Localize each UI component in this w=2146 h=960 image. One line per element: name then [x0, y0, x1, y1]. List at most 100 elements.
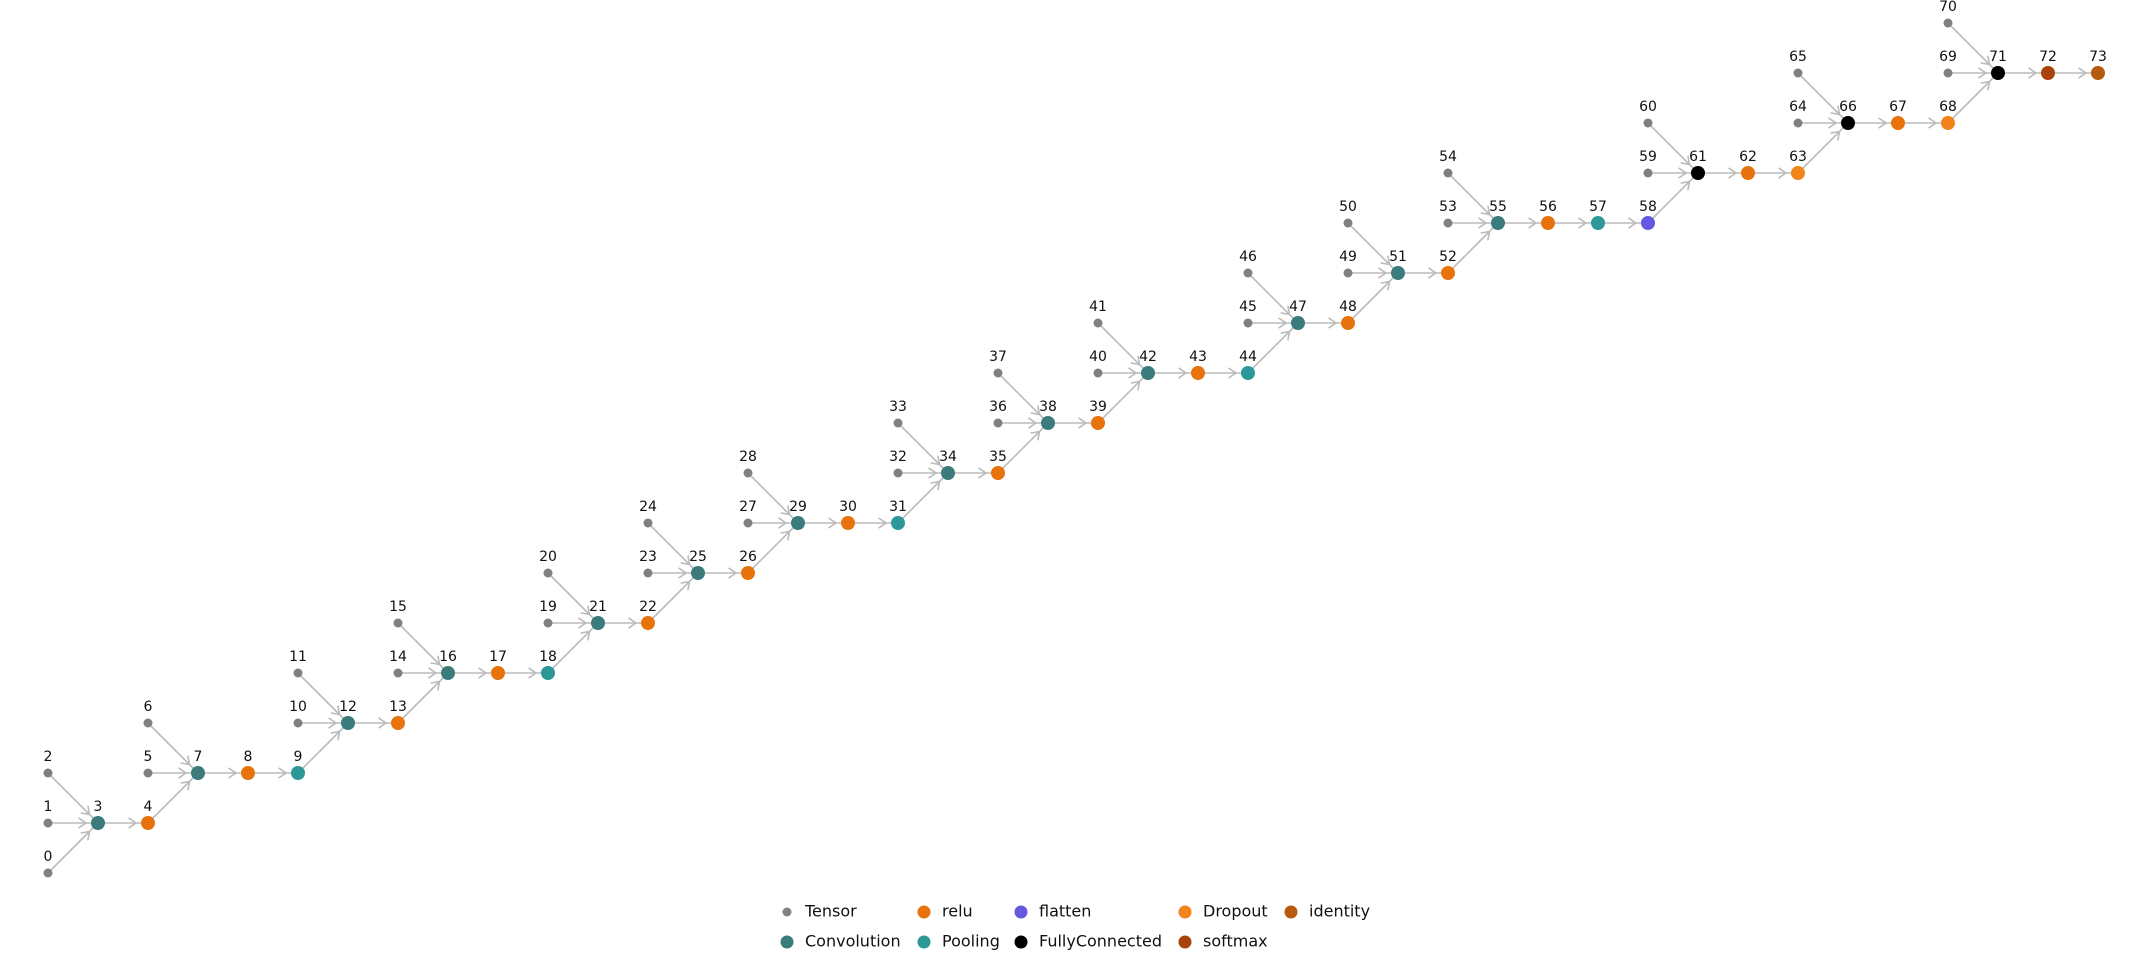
- edge: [148, 767, 198, 779]
- node-dot: [1141, 366, 1155, 380]
- edge: [48, 817, 98, 829]
- arrow-head: [1278, 317, 1288, 329]
- node-dot: [1341, 316, 1355, 330]
- arrow-head: [2028, 67, 2038, 79]
- node-label: 53: [1439, 199, 1457, 215]
- arrow-head: [80, 830, 91, 841]
- node-label: 70: [1939, 0, 1957, 15]
- node: 35: [989, 449, 1007, 480]
- node-dot: [43, 868, 53, 878]
- node-dot: [1943, 68, 1953, 78]
- node-label: 46: [1239, 249, 1257, 265]
- legend-label: flatten: [1039, 902, 1091, 921]
- arrow-head: [780, 505, 791, 516]
- arrow-head: [278, 767, 288, 779]
- node-label: 68: [1939, 99, 1957, 115]
- arrow-head: [828, 517, 838, 529]
- legend-item: Dropout: [1178, 902, 1268, 921]
- node-label: 20: [539, 549, 557, 565]
- node-label: 45: [1239, 299, 1257, 315]
- node-dot: [1941, 116, 1955, 130]
- node-dot: [841, 516, 855, 530]
- node-dot: [1793, 68, 1803, 78]
- arrow-head: [930, 455, 941, 466]
- node-dot: [441, 666, 455, 680]
- node: 13: [389, 699, 407, 730]
- node-label: 39: [1089, 399, 1107, 415]
- legend-swatch: [1014, 905, 1028, 919]
- node-dot: [1943, 18, 1953, 28]
- node: 29: [789, 499, 807, 530]
- node: 68: [1939, 99, 1957, 130]
- node-dot: [543, 618, 553, 628]
- node: 28: [739, 449, 757, 478]
- legend-label: Tensor: [804, 902, 857, 921]
- node-label: 8: [244, 749, 253, 765]
- edge: [1048, 417, 1098, 429]
- node-label: 54: [1439, 149, 1457, 165]
- node-label: 30: [839, 499, 857, 515]
- node: 12: [339, 699, 357, 730]
- edge: [1647, 122, 1699, 174]
- arrow-head: [1030, 405, 1041, 416]
- arrow-head: [430, 680, 441, 691]
- node-dot: [1291, 316, 1305, 330]
- node-dot: [941, 466, 955, 480]
- arrow-head: [680, 580, 691, 591]
- edge: [1948, 67, 1998, 79]
- node: 30: [839, 499, 857, 530]
- node-label: 28: [739, 449, 757, 465]
- legend-item: Pooling: [917, 932, 1000, 951]
- edge: [548, 617, 598, 629]
- node: 1: [43, 799, 53, 828]
- node-label: 4: [144, 799, 153, 815]
- edge: [1498, 217, 1548, 229]
- node-dot: [1443, 218, 1453, 228]
- edge: [298, 717, 348, 729]
- node: 40: [1089, 349, 1107, 378]
- node-dot: [993, 418, 1003, 428]
- arrow-head: [428, 667, 438, 679]
- node: 6: [143, 699, 153, 728]
- edge: [1097, 322, 1149, 374]
- legend-label: identity: [1309, 902, 1370, 921]
- arrow-head: [1130, 355, 1141, 366]
- node: 0: [43, 849, 53, 878]
- node-dot: [1541, 216, 1555, 230]
- node-dot: [1741, 166, 1755, 180]
- node-dot: [1343, 218, 1353, 228]
- node-dot: [1841, 116, 1855, 130]
- node-label: 26: [739, 549, 757, 565]
- edge: [997, 372, 1049, 424]
- arrow-head: [430, 655, 441, 666]
- edge: [1448, 217, 1498, 229]
- arrow-head: [1878, 117, 1888, 129]
- node-label: 60: [1639, 99, 1657, 115]
- edge: [948, 467, 998, 479]
- edge: [1148, 367, 1198, 379]
- arrow-head: [330, 730, 341, 741]
- node: 42: [1139, 349, 1157, 380]
- node: 60: [1639, 99, 1657, 128]
- node-dot: [191, 766, 205, 780]
- node-dot: [893, 418, 903, 428]
- node: 63: [1789, 149, 1807, 180]
- node-label: 65: [1789, 49, 1807, 65]
- node: 70: [1939, 0, 1957, 28]
- node-label: 38: [1039, 399, 1057, 415]
- arrow-head: [930, 480, 941, 491]
- legend-swatch: [917, 935, 931, 949]
- arrow-head: [1030, 430, 1041, 441]
- arrow-head: [928, 467, 938, 479]
- node: 72: [2039, 49, 2057, 80]
- arrow-head: [578, 617, 588, 629]
- node: 47: [1289, 299, 1307, 330]
- node: 16: [439, 649, 457, 680]
- arrow-head: [1978, 67, 1988, 79]
- edge: [1748, 167, 1798, 179]
- edge: [848, 517, 898, 529]
- node: 26: [739, 549, 757, 580]
- node-dot: [141, 816, 155, 830]
- node-label: 71: [1989, 49, 2007, 65]
- arrow-head: [680, 555, 691, 566]
